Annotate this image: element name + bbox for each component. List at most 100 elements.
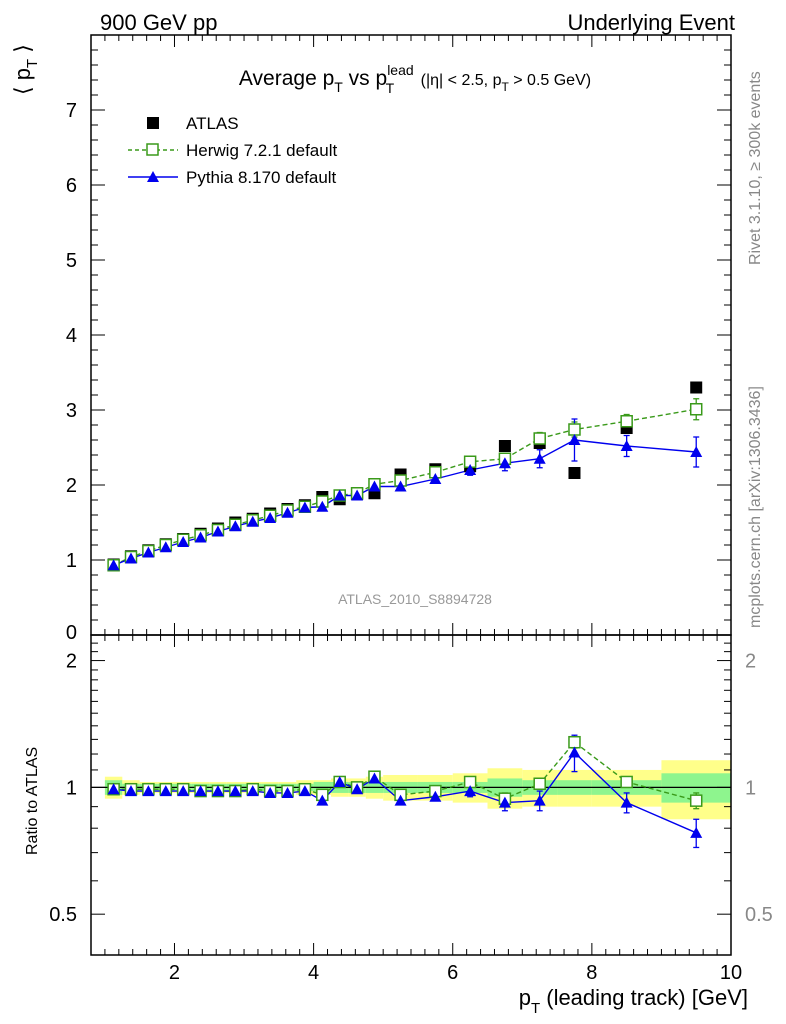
- title-cuts-b: > 0.5 GeV): [509, 72, 591, 89]
- ratio-pythia-point: [620, 796, 633, 808]
- ylabel-sub: T: [24, 59, 41, 68]
- pythia-data-point: [194, 531, 207, 543]
- ratio-pythia-point: [229, 785, 242, 797]
- ratio-pythia-point: [316, 794, 329, 806]
- title-vs: vs p: [343, 67, 387, 90]
- ratio-pythia-point: [568, 746, 581, 758]
- pythia-data-point: [316, 500, 329, 512]
- y-tick-label: 6: [66, 175, 77, 197]
- pythia-data-point: [107, 559, 120, 571]
- pythia-data-point: [351, 489, 364, 501]
- ratio-y-tick-label-right: 2: [745, 651, 756, 673]
- pythia-data-point: [368, 480, 381, 492]
- legend-atlas-marker: [147, 117, 159, 129]
- pythia-data-point: [464, 464, 477, 475]
- ylabel-close: ⟩: [10, 44, 35, 59]
- title-main-sub: T: [334, 79, 343, 95]
- header-left: 900 GeV pp: [100, 10, 217, 35]
- herwig-data-point: [568, 423, 581, 436]
- pythia-data-point: [394, 480, 407, 492]
- ratio-pythia-point: [333, 775, 346, 787]
- legend-pythia-marker: [147, 171, 159, 182]
- ratio-pythia-point: [394, 794, 407, 806]
- ratio-y-axis-label: Ratio to ATLAS: [24, 747, 41, 855]
- x-tick-label: 6: [447, 962, 458, 984]
- ratio-pythia-point: [464, 785, 477, 797]
- ratio-pythia-point: [107, 783, 120, 795]
- y-tick-label: 7: [66, 100, 77, 122]
- ratio-pythia-point: [264, 786, 277, 798]
- pythia-data-point: [690, 446, 703, 457]
- pythia-data-point: [229, 520, 242, 532]
- legend: ATLAS Herwig 7.2.1 default Pythia 8.170 …: [128, 114, 337, 187]
- ratio-pythia-point: [351, 783, 364, 795]
- pythia-data-point: [429, 473, 442, 484]
- xlabel-rest: (leading track) [GeV]: [540, 985, 748, 1010]
- pythia-data-point: [125, 552, 137, 564]
- ratio-herwig-point: [568, 735, 581, 749]
- ratio-pythia-point: [498, 796, 511, 808]
- atlas-data-point: [498, 440, 511, 452]
- pythia-line: [113, 439, 697, 566]
- pythia-data-point: [568, 434, 581, 445]
- pythia-data-point: [298, 501, 311, 513]
- herwig-data-point: [689, 403, 703, 416]
- ratio-herwig-point: [533, 777, 546, 791]
- xlabel-sub: T: [531, 1000, 540, 1017]
- rivet-version-text: Rivet 3.1.10, ≥ 300k events: [747, 71, 764, 265]
- pythia-data-point: [159, 541, 172, 553]
- title-cuts-sub: T: [501, 80, 509, 94]
- herwig-data-point: [620, 415, 633, 428]
- ratio-pythia-point: [533, 794, 546, 806]
- title-vs-sup: lead: [387, 62, 413, 78]
- ratio-herwig-point: [620, 775, 633, 789]
- pythia-data-point: [620, 440, 633, 451]
- analysis-watermark: ATLAS_2010_S8894728: [338, 591, 492, 607]
- pythia-data-point: [211, 525, 224, 537]
- herwig-line: [113, 408, 697, 566]
- ratio-pythia-point: [159, 785, 172, 797]
- ratio-pythia-point: [142, 785, 155, 797]
- ratio-pythia-point: [194, 785, 207, 797]
- ratio-y-tick-label-right: 1: [745, 777, 756, 799]
- legend-herwig-label: Herwig 7.2.1 default: [186, 141, 337, 160]
- x-tick-label: 8: [586, 962, 597, 984]
- ratio-pythia-point: [368, 772, 381, 784]
- ratio-pythia-point: [298, 785, 311, 797]
- y-tick-label-zero: 0: [66, 622, 77, 644]
- ratio-pythia-point: [211, 785, 224, 797]
- y-tick-label: 4: [66, 325, 77, 347]
- ratio-y-tick-label-left: 0.5: [49, 904, 77, 926]
- ratio-herwig-point: [689, 794, 703, 807]
- ratio-pythia-point: [177, 785, 190, 797]
- pythia-data-point: [177, 536, 190, 547]
- ratio-y-tick-label-right: 0.5: [745, 904, 773, 926]
- pythia-data-point: [533, 452, 546, 464]
- pythia-data-point: [264, 512, 277, 523]
- ratio-pythia-point: [690, 826, 703, 838]
- ratio-y-tick-label-left: 1: [66, 777, 77, 799]
- ylabel-open: ⟨ p: [10, 68, 35, 95]
- herwig-data-point: [533, 432, 546, 445]
- legend-atlas-label: ATLAS: [186, 114, 239, 133]
- title-vs-sub: T: [386, 80, 395, 96]
- y-tick-label: 2: [66, 475, 77, 497]
- ratio-pythia-point: [125, 785, 137, 797]
- atlas-data-point: [568, 467, 581, 479]
- x-tick-label: 10: [720, 962, 742, 984]
- x-axis-label: pT (leading track) [GeV]: [519, 985, 748, 1017]
- ratio-pythia-point: [281, 786, 294, 798]
- title-main: Average p: [239, 67, 334, 90]
- y-tick-label: 1: [66, 550, 77, 572]
- legend-herwig-marker: [146, 143, 159, 156]
- y-tick-label: 3: [66, 400, 77, 422]
- pythia-data-point: [498, 457, 511, 469]
- ratio-pythia-point: [246, 785, 259, 797]
- pythia-data-point: [142, 546, 155, 558]
- pythia-data-point: [246, 515, 259, 527]
- atlas-data-point: [690, 381, 703, 394]
- x-tick-label: 4: [308, 962, 319, 984]
- xlabel-p: p: [519, 985, 531, 1010]
- y-axis-label: ⟨ pT ⟩: [10, 44, 41, 95]
